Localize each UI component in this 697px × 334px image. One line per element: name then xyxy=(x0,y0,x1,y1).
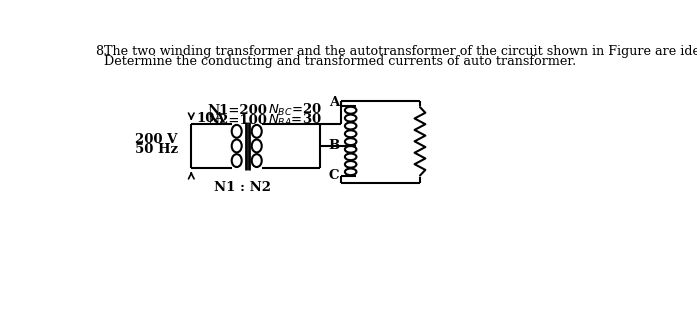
Text: $N_{BC}$=20: $N_{BC}$=20 xyxy=(268,102,322,118)
Text: The two winding transformer and the autotransformer of the circuit shown in Figu: The two winding transformer and the auto… xyxy=(105,45,697,58)
Text: 200 V: 200 V xyxy=(135,133,178,146)
Text: N1=200: N1=200 xyxy=(208,104,268,117)
Text: N2=100: N2=100 xyxy=(208,114,268,127)
Text: 8.: 8. xyxy=(95,45,107,58)
Text: $N_{BA}$=30: $N_{BA}$=30 xyxy=(268,112,322,128)
Text: 50 Hz: 50 Hz xyxy=(135,143,178,156)
Text: B: B xyxy=(328,139,339,152)
Text: Determine the conducting and transformed currents of auto transformer.: Determine the conducting and transformed… xyxy=(105,55,576,68)
Text: A: A xyxy=(329,96,339,109)
Text: 10A: 10A xyxy=(197,112,225,125)
Text: N1 : N2: N1 : N2 xyxy=(215,181,271,194)
Text: C: C xyxy=(328,169,339,182)
